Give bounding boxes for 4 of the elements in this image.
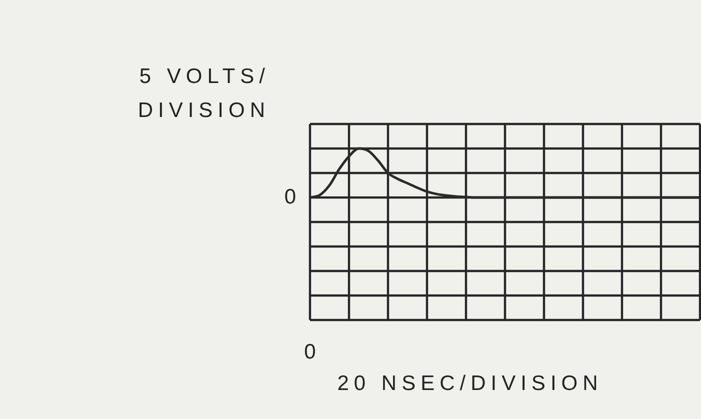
text: 20 NSEC/DIVISION xyxy=(336,372,604,396)
y-axis-title: 5 VOLTS/ DIVISION xyxy=(136,64,270,124)
text: 0 xyxy=(284,185,296,208)
text: 0 xyxy=(304,340,316,364)
